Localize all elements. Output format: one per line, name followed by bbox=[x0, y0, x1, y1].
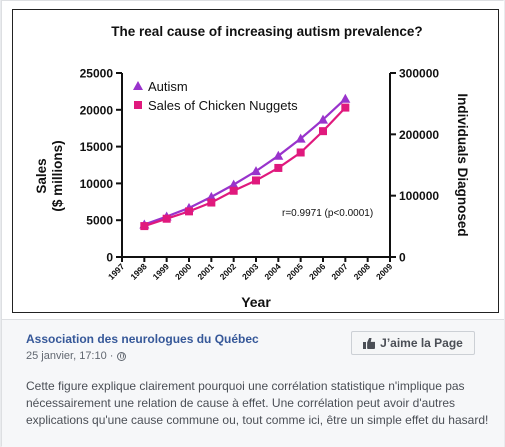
data-point-nuggets bbox=[296, 148, 305, 157]
thumbs-up-icon bbox=[363, 337, 375, 349]
right-tick-label: 300000 bbox=[399, 67, 439, 81]
x-tick-label: 2005 bbox=[285, 261, 306, 282]
right-tick-label: 0 bbox=[399, 251, 406, 265]
data-point-autism bbox=[251, 166, 261, 176]
chart: The real cause of increasing autism prev… bbox=[34, 24, 470, 310]
x-tick-label: 2009 bbox=[374, 261, 395, 282]
post-meta: 25 janvier, 17:10 · bbox=[26, 350, 127, 362]
x-tick-label: 1999 bbox=[151, 261, 172, 282]
left-axis-unit: ($ millions) bbox=[50, 140, 65, 211]
data-point-autism bbox=[295, 133, 306, 143]
left-tick-label: 20000 bbox=[80, 103, 114, 117]
x-tick-label: 2000 bbox=[173, 261, 194, 282]
data-point-nuggets bbox=[162, 214, 171, 223]
legend-marker-nuggets bbox=[134, 101, 142, 109]
data-point-nuggets bbox=[140, 222, 149, 231]
left-tick-label: 25000 bbox=[80, 67, 114, 81]
left-tick-label: 15000 bbox=[80, 140, 114, 154]
data-point-nuggets bbox=[252, 176, 260, 185]
x-tick-label: 1998 bbox=[128, 261, 149, 282]
chart-frame bbox=[12, 9, 499, 313]
series-line-autism bbox=[143, 97, 347, 226]
data-point-autism bbox=[318, 114, 328, 124]
chart-title: The real cause of increasing autism prev… bbox=[111, 24, 422, 39]
data-point-autism bbox=[228, 179, 239, 189]
post-description: Cette figure explique clairement pourquo… bbox=[26, 379, 489, 427]
post-image[interactable]: The real cause of increasing autism prev… bbox=[2, 1, 504, 319]
legend-marker-autism bbox=[133, 81, 143, 90]
left-axis-label: Sales bbox=[34, 158, 49, 193]
data-point-autism bbox=[273, 150, 284, 160]
data-point-nuggets bbox=[274, 163, 283, 172]
legend-label-autism: Autism bbox=[148, 79, 188, 94]
x-tick-label: 2001 bbox=[195, 261, 216, 282]
data-point-autism bbox=[340, 93, 351, 103]
like-page-button[interactable]: J’aime la Page bbox=[351, 331, 475, 355]
x-tick-label: 2002 bbox=[218, 261, 239, 282]
x-tick-label: 2003 bbox=[240, 261, 261, 282]
right-tick-label: 100000 bbox=[399, 189, 439, 203]
page-name-link[interactable]: Association des neurologues du Québec bbox=[26, 332, 259, 346]
x-axis-label: Year bbox=[241, 294, 271, 310]
x-tick-label: 2006 bbox=[307, 261, 328, 282]
globe-icon bbox=[117, 351, 127, 361]
post-footer: Association des neurologues du Québec 25… bbox=[2, 319, 504, 447]
data-point-nuggets bbox=[341, 103, 350, 112]
correlation-annotation: r=0.9971 (p<0.0001) bbox=[282, 208, 373, 219]
data-point-nuggets bbox=[229, 186, 238, 195]
right-tick-label: 200000 bbox=[399, 128, 439, 142]
left-tick-label: 0 bbox=[106, 251, 113, 265]
left-tick-label: 10000 bbox=[80, 177, 114, 191]
left-tick-label: 5000 bbox=[86, 214, 113, 228]
like-page-label: J’aime la Page bbox=[380, 336, 463, 350]
data-point-nuggets bbox=[185, 207, 193, 216]
x-tick-label: 2008 bbox=[352, 261, 373, 282]
post-timestamp[interactable]: 25 janvier, 17:10 · bbox=[26, 350, 114, 362]
x-tick-label: 2004 bbox=[262, 261, 283, 282]
right-axis-label: Individuals Diagnosed bbox=[455, 93, 470, 236]
data-point-nuggets bbox=[319, 127, 327, 136]
legend-label-nuggets: Sales of Chicken Nuggets bbox=[148, 98, 298, 113]
series-line-nuggets bbox=[143, 106, 347, 228]
x-tick-label: 2007 bbox=[329, 261, 350, 282]
data-point-nuggets bbox=[207, 198, 216, 207]
